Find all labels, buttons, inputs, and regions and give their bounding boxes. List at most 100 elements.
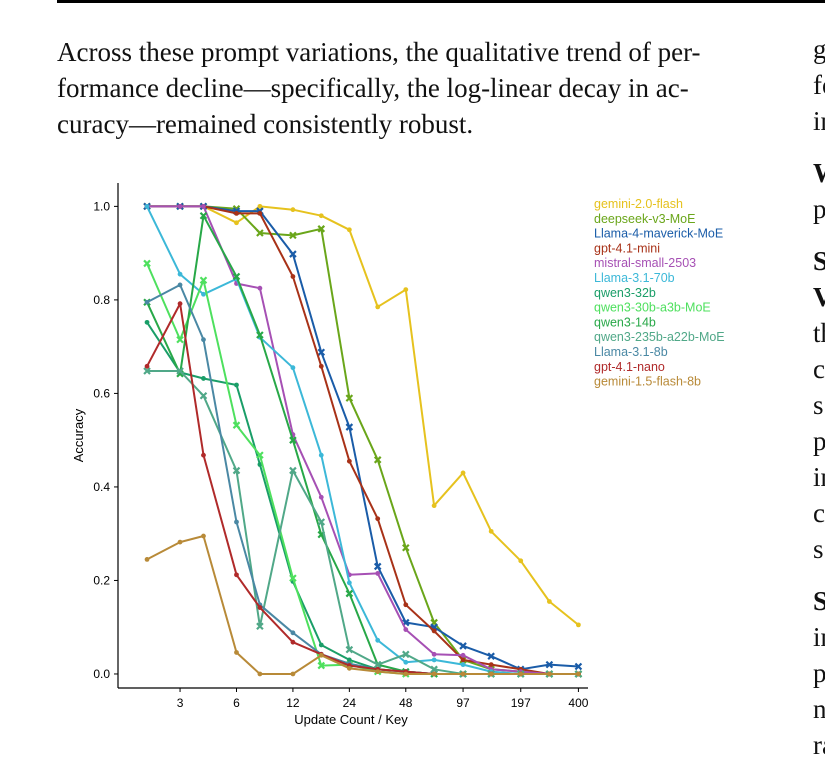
paragraph-line: curacy—remained consistently robust. (57, 109, 474, 139)
legend-entry: qwen3-14b (594, 315, 656, 329)
legend-entry: gpt-4.1-mini (594, 241, 660, 255)
data-point (144, 363, 150, 369)
data-point (546, 599, 552, 604)
legend-entry: gemini-1.5-flash-8b (594, 375, 701, 389)
data-point (289, 466, 297, 475)
data-point (290, 630, 296, 636)
data-point (431, 628, 437, 634)
data-point (346, 657, 352, 663)
right-column-fragment: in (813, 106, 825, 136)
y-tick-label: 0.4 (93, 480, 110, 494)
data-point (144, 203, 150, 209)
data-point (431, 651, 437, 657)
x-tick-label: 400 (568, 696, 588, 710)
data-point (201, 291, 206, 297)
y-tick-label: 1.0 (93, 199, 110, 213)
right-column-fragment: ra (813, 730, 825, 760)
data-point (318, 213, 324, 219)
data-point (318, 494, 324, 500)
right-column-fragment: p (813, 194, 825, 224)
y-tick-label: 0.8 (93, 293, 110, 307)
data-point (290, 207, 296, 213)
series-line (147, 205, 579, 675)
right-column-fragment: S (813, 246, 825, 276)
right-column-fragment: in (813, 622, 825, 652)
data-point (460, 671, 466, 677)
data-point (234, 572, 239, 578)
series-line (146, 214, 579, 675)
chart-axes: 0.0 0.2 0.4 0.6 0.8 1.0 3 6 12 24 48 97 197 400 Update… (71, 183, 589, 727)
body-paragraph: Across these prompt variations, the qual… (57, 34, 769, 142)
legend-entry: gpt-4.1-nano (594, 360, 665, 374)
series-gemini-1-5-flash-8b (144, 533, 581, 677)
data-point (375, 571, 381, 576)
data-point (234, 220, 239, 226)
x-tick-label: 24 (343, 696, 357, 710)
data-point (257, 671, 263, 677)
data-point (317, 518, 326, 526)
data-point (256, 622, 264, 631)
legend-entry: Llama-4-maverick-MoE (594, 227, 723, 241)
data-point (201, 337, 206, 343)
data-point (403, 671, 409, 677)
data-point (345, 589, 354, 598)
series-llama-4-maverick-moe (143, 202, 583, 674)
data-point (488, 662, 494, 668)
chart-legend: gemini-2.0-flashdeepseek-v3-MoELlama-4-m… (594, 197, 725, 389)
legend-entry: qwen3-30b-a3b-MoE (594, 301, 711, 315)
data-point (257, 605, 263, 610)
x-tick-label: 97 (456, 696, 470, 710)
top-rule (57, 0, 825, 3)
data-point (144, 299, 150, 305)
data-point (345, 645, 354, 654)
data-point (199, 211, 208, 220)
data-point (289, 250, 297, 258)
data-point (346, 665, 352, 671)
data-point (234, 650, 239, 655)
data-point (199, 276, 208, 285)
data-point (487, 652, 495, 660)
x-tick-label: 3 (177, 696, 184, 710)
legend-entry: deepseek-v3-MoE (594, 212, 695, 226)
data-point (201, 452, 206, 458)
data-point (430, 665, 438, 674)
series-gemini-2-0-flash (144, 203, 581, 628)
data-point (375, 304, 381, 310)
data-point (403, 287, 409, 293)
data-point (143, 367, 151, 375)
x-axis-label: Update Count / Key (294, 712, 408, 727)
paragraph-line: formance decline—specifically, the log-l… (57, 73, 689, 103)
data-point (177, 271, 183, 277)
series-gpt-4-1-mini (144, 203, 581, 677)
legend-entry: qwen3-32b (594, 286, 656, 300)
data-point (144, 319, 150, 325)
series-line (146, 535, 579, 675)
series-line (146, 205, 579, 675)
series-mistral-small-2503 (144, 203, 581, 677)
data-point (460, 662, 466, 668)
legend-entry: gemini-2.0-flash (594, 197, 683, 211)
series-line (147, 205, 579, 675)
data-point (518, 671, 524, 677)
data-point (346, 580, 352, 586)
data-point (234, 519, 239, 525)
data-point (290, 671, 296, 677)
data-point (574, 662, 583, 671)
y-axis-label: Accuracy (71, 408, 86, 462)
data-point (201, 203, 206, 209)
data-point (290, 639, 296, 645)
data-point (403, 659, 409, 665)
series-qwen3-14b (143, 211, 583, 678)
legend-entry: qwen3-235b-a22b-MoE (594, 330, 725, 344)
data-point (256, 229, 264, 237)
series-line (146, 263, 579, 675)
data-point (199, 391, 208, 400)
data-point (234, 382, 239, 388)
data-point (460, 657, 466, 663)
series-line (146, 321, 579, 675)
data-point (144, 557, 150, 562)
data-point (177, 301, 183, 307)
data-point (177, 203, 183, 209)
y-tick-label: 0.2 (93, 573, 110, 587)
